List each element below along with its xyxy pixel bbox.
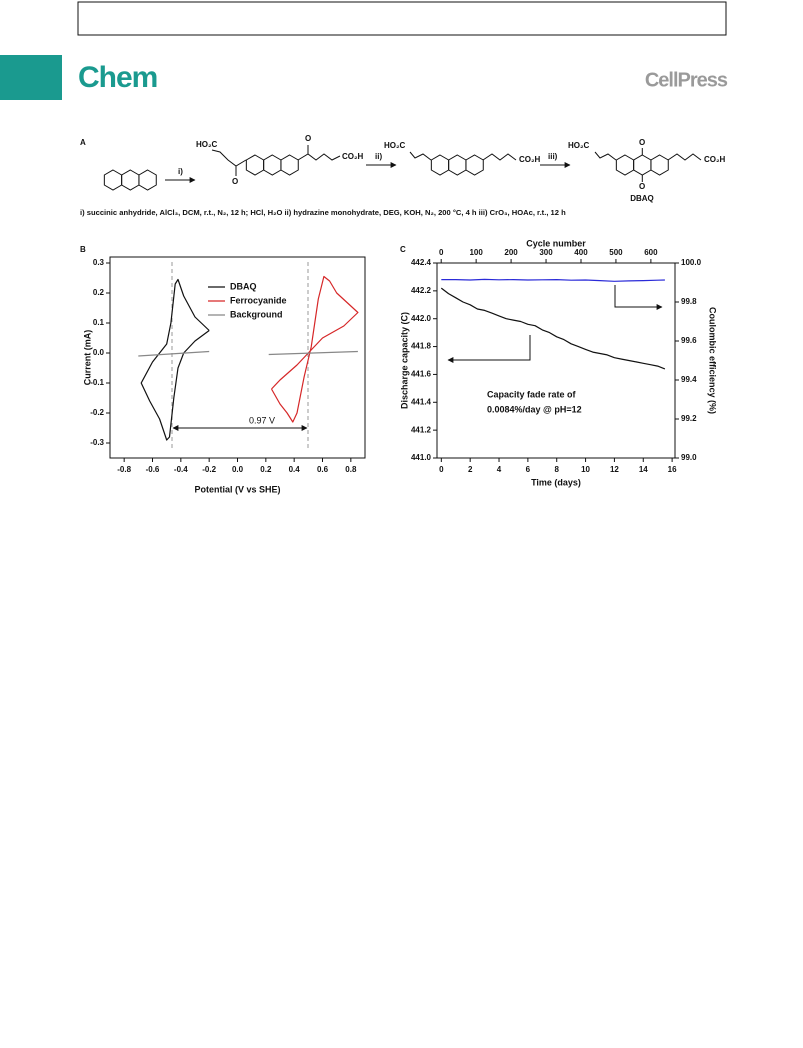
x-tick-label: 0: [439, 465, 444, 474]
y2-tick-label: 99.8: [681, 297, 697, 306]
atom-label: O: [639, 138, 645, 147]
x2-tick-label: 400: [574, 248, 588, 257]
group-label: CO₂H: [519, 155, 541, 164]
group-label: CO₂H: [342, 152, 364, 161]
x2-tick-label: 600: [644, 248, 658, 257]
y-tick-label: 441.4: [411, 397, 432, 406]
atom-label: O: [639, 182, 645, 191]
y-tick-label: -0.3: [90, 438, 104, 447]
y-tick-label: 441.0: [411, 453, 432, 462]
legend-label: Ferrocyanide: [230, 295, 287, 305]
x-tick-label: 12: [610, 465, 619, 474]
data-line: [440, 287, 666, 370]
x-tick-label: -0.6: [146, 465, 160, 474]
y-tick-label: 442.4: [411, 258, 432, 267]
y2-tick-label: 100.0: [681, 258, 702, 267]
product-label: DBAQ: [630, 194, 654, 203]
x-tick-label: 4: [497, 465, 502, 474]
header-box: [77, 1, 727, 36]
group-label: HO₂C: [568, 141, 590, 150]
data-line: [441, 278, 665, 282]
y-tick-label: 0.3: [93, 258, 105, 267]
group-label: HO₂C: [384, 141, 406, 150]
x2-axis-label: Cycle number: [526, 238, 586, 248]
axis-pointer: [447, 335, 531, 363]
x-tick-label: 6: [526, 465, 531, 474]
x-tick-label: 0.8: [345, 465, 357, 474]
y2-tick-label: 99.0: [681, 453, 697, 462]
y-tick-label: 0.1: [93, 318, 105, 327]
x-axis-label: Potential (V vs SHE): [194, 484, 280, 494]
plot-frame: [436, 262, 676, 459]
y2-tick-label: 99.2: [681, 414, 697, 423]
group-label: CO₂H: [704, 155, 726, 164]
x-tick-label: 0.0: [232, 465, 244, 474]
y-tick-label: 0.2: [93, 288, 105, 297]
scheme-caption: i) succinic anhydride, AlCl₃, DCM, r.t.,…: [80, 208, 566, 217]
scheme: A i) O HO₂C O CO₂H ii) HO₂C CO₂H iii) O …: [80, 134, 726, 217]
panel-c-extras: [447, 285, 663, 363]
publisher-logo: CellPress: [645, 69, 728, 91]
x2-tick-label: 100: [469, 248, 483, 257]
annotation: 0.0084%/day @ pH=12: [487, 404, 582, 414]
y-tick-label: 441.2: [411, 425, 432, 434]
x-tick-label: 14: [639, 465, 648, 474]
x-tick-label: -0.2: [202, 465, 216, 474]
x-tick-label: 8: [554, 465, 559, 474]
x-tick-label: -0.4: [174, 465, 188, 474]
y-tick-label: 441.8: [411, 342, 432, 351]
atom-label: O: [232, 177, 238, 186]
x-tick-label: 10: [581, 465, 590, 474]
x-axis-label: Time (days): [531, 477, 581, 487]
data-line: [270, 275, 359, 423]
step-label: iii): [548, 152, 558, 161]
y2-tick-label: 99.4: [681, 375, 697, 384]
y-tick-label: 442.0: [411, 314, 432, 323]
x-tick-label: 2: [468, 465, 473, 474]
x-tick-label: 0.6: [317, 465, 329, 474]
data-line: [140, 278, 210, 441]
x2-tick-label: 300: [539, 248, 553, 257]
step-label: i): [178, 167, 183, 176]
annotation: 0.97 V: [249, 415, 275, 425]
x2-tick-label: 500: [609, 248, 623, 257]
journal-logo: Chem: [78, 61, 157, 94]
panel-label: B: [80, 245, 86, 254]
data-line: [138, 350, 358, 357]
panel-label: A: [80, 138, 86, 147]
x-tick-label: 0.4: [289, 465, 301, 474]
y-tick-label: 441.6: [411, 370, 432, 379]
x-tick-label: 16: [668, 465, 677, 474]
annotation: Capacity fade rate of: [487, 389, 577, 399]
y-tick-label: -0.1: [90, 378, 104, 387]
step-label: ii): [375, 152, 382, 161]
x2-tick-label: 200: [504, 248, 518, 257]
y-axis-label: Current (mA): [82, 330, 92, 386]
legend-label: Background: [230, 309, 283, 319]
axis-pointer: [614, 285, 663, 310]
y-tick-label: -0.2: [90, 408, 104, 417]
panel-label: C: [400, 245, 406, 254]
y-tick-label: 442.2: [411, 286, 432, 295]
brand-block: [0, 55, 62, 100]
x-tick-label: -0.8: [117, 465, 131, 474]
x2-tick-label: 0: [439, 248, 444, 257]
atom-label: O: [305, 134, 311, 143]
x-tick-label: 0.2: [260, 465, 272, 474]
legend-label: DBAQ: [230, 281, 257, 291]
y-axis-label: Discharge capacity (C): [399, 312, 409, 409]
y2-tick-label: 99.6: [681, 336, 697, 345]
y-tick-label: 0.0: [93, 348, 105, 357]
y2-axis-label: Coulombic efficiency (%): [708, 307, 718, 414]
group-label: HO₂C: [196, 140, 218, 149]
